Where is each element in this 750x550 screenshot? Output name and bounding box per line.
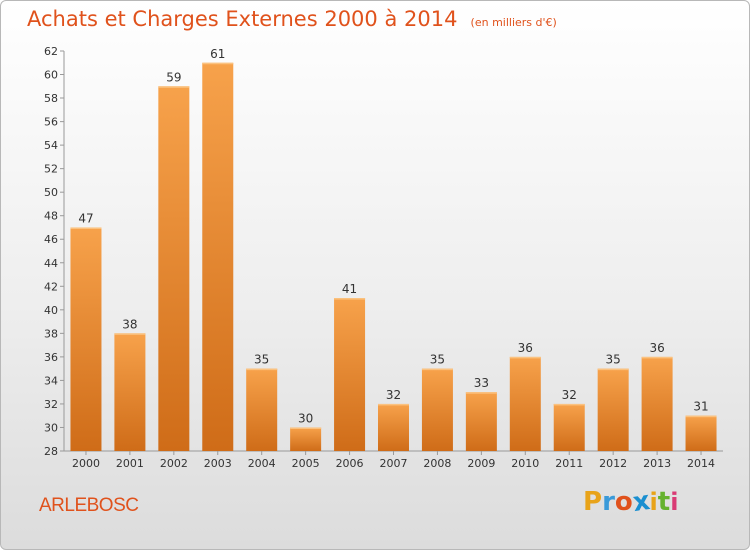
y-tick-label: 62 bbox=[44, 45, 58, 58]
y-tick-label: 36 bbox=[44, 351, 58, 364]
x-tick-label: 2003 bbox=[204, 457, 232, 470]
y-tick-label: 42 bbox=[44, 280, 58, 293]
x-tick-label: 2007 bbox=[380, 457, 408, 470]
logo-letter: r bbox=[602, 487, 615, 517]
bar-value-label: 32 bbox=[562, 388, 577, 402]
bar-value-label: 59 bbox=[166, 70, 181, 84]
y-tick-label: 44 bbox=[44, 257, 58, 270]
bar-highlight bbox=[114, 333, 146, 335]
y-tick-label: 32 bbox=[44, 398, 58, 411]
bar-highlight bbox=[158, 86, 190, 88]
logo-letter: o bbox=[614, 487, 633, 517]
bar-value-label: 36 bbox=[649, 341, 664, 355]
bar-value-label: 31 bbox=[693, 400, 708, 414]
chart-bars bbox=[70, 62, 717, 451]
proxiti-logo[interactable]: Proxiti bbox=[583, 485, 679, 519]
bar-highlight bbox=[70, 227, 102, 229]
y-tick-label: 28 bbox=[44, 445, 58, 458]
x-tick-label: 2006 bbox=[336, 457, 364, 470]
bar-value-label: 32 bbox=[386, 388, 401, 402]
bar-2009 bbox=[465, 392, 497, 451]
bar-2013 bbox=[641, 356, 673, 451]
bar-value-label: 36 bbox=[518, 341, 533, 355]
x-tick-label: 2014 bbox=[687, 457, 715, 470]
bar-value-label: 35 bbox=[254, 353, 269, 367]
y-tick-label: 60 bbox=[44, 69, 58, 82]
x-tick-label: 2002 bbox=[160, 457, 188, 470]
x-tick-label: 2010 bbox=[511, 457, 539, 470]
x-tick-label: 2004 bbox=[248, 457, 276, 470]
bar-highlight bbox=[465, 392, 497, 394]
bar-highlight bbox=[334, 298, 366, 300]
bar-2007 bbox=[378, 403, 409, 451]
y-tick-label: 52 bbox=[44, 163, 58, 176]
y-tick-label: 40 bbox=[44, 304, 58, 317]
logo-letter: i bbox=[649, 488, 658, 516]
chart-title: Achats et Charges Externes 2000 à 2014 bbox=[27, 7, 458, 31]
bar-value-label: 47 bbox=[78, 211, 93, 225]
chart-axes: 28 30 32 34 36 38 40 42 44 46 48 50 52 54 56 58 60 62 bbox=[44, 45, 723, 458]
title-block: Achats et Charges Externes 2000 à 2014 (… bbox=[27, 7, 557, 31]
x-tick-label: 2008 bbox=[423, 457, 451, 470]
bar-2001 bbox=[114, 333, 146, 451]
bar-value-label: 35 bbox=[606, 353, 621, 367]
bar-highlight bbox=[641, 356, 673, 359]
y-tick-label: 54 bbox=[44, 139, 58, 152]
bar-2000 bbox=[70, 227, 102, 451]
x-tick-label: 2009 bbox=[467, 457, 495, 470]
y-tick-label: 56 bbox=[44, 116, 58, 129]
bar-value-label: 30 bbox=[298, 411, 313, 425]
bar-2008 bbox=[421, 368, 453, 451]
x-tick-label: 2013 bbox=[643, 457, 671, 470]
logo-letter: x bbox=[630, 485, 652, 519]
bar-2004 bbox=[246, 368, 278, 451]
bar-2003 bbox=[202, 62, 234, 451]
bar-highlight bbox=[378, 403, 409, 406]
bar-value-label: 33 bbox=[474, 376, 489, 390]
commune-name: ARLEBOSC bbox=[39, 495, 139, 516]
y-tick-label: 46 bbox=[44, 233, 58, 246]
x-tick-label: 2000 bbox=[72, 457, 100, 470]
x-tick-label: 2001 bbox=[116, 457, 144, 470]
y-tick-label: 48 bbox=[44, 210, 58, 223]
bar-value-label: 35 bbox=[430, 353, 445, 367]
bar-2011 bbox=[553, 403, 585, 451]
y-tick-label: 30 bbox=[44, 421, 58, 434]
bar-value-label: 41 bbox=[342, 282, 357, 296]
bar-2014 bbox=[685, 415, 717, 451]
y-tick-label: 50 bbox=[44, 186, 58, 199]
x-tick-label: 2011 bbox=[555, 457, 583, 470]
bar-2012 bbox=[597, 368, 629, 451]
y-tick-label: 38 bbox=[44, 327, 58, 340]
bar-value-label: 38 bbox=[122, 317, 137, 331]
y-tick-label: 58 bbox=[44, 92, 58, 105]
bar-2005 bbox=[290, 427, 322, 451]
bar-value-label: 61 bbox=[210, 47, 225, 61]
bar-highlight bbox=[597, 368, 629, 371]
chart-subtitle: (en milliers d'€) bbox=[470, 16, 557, 29]
logo-letter: i bbox=[670, 488, 679, 516]
bar-highlight bbox=[202, 62, 234, 65]
bar-highlight bbox=[246, 368, 278, 371]
x-tick-label: 2012 bbox=[599, 457, 627, 470]
bar-highlight bbox=[509, 356, 541, 359]
bar-highlight bbox=[290, 427, 322, 429]
logo-letter: t bbox=[657, 487, 671, 517]
bar-highlight bbox=[685, 415, 717, 418]
bar-highlight bbox=[421, 368, 453, 371]
x-tick-label: 2005 bbox=[292, 457, 320, 470]
logo-letter: P bbox=[583, 487, 603, 517]
bar-highlight bbox=[553, 403, 585, 406]
bar-2010 bbox=[509, 356, 541, 451]
y-tick-label: 34 bbox=[44, 374, 58, 387]
bar-2002 bbox=[158, 86, 190, 451]
chart-labels: 47 2000 38 2001 59 2002 61 2003 35 2004 30 2005 41 20… bbox=[72, 47, 715, 470]
bar-2006 bbox=[334, 298, 366, 451]
